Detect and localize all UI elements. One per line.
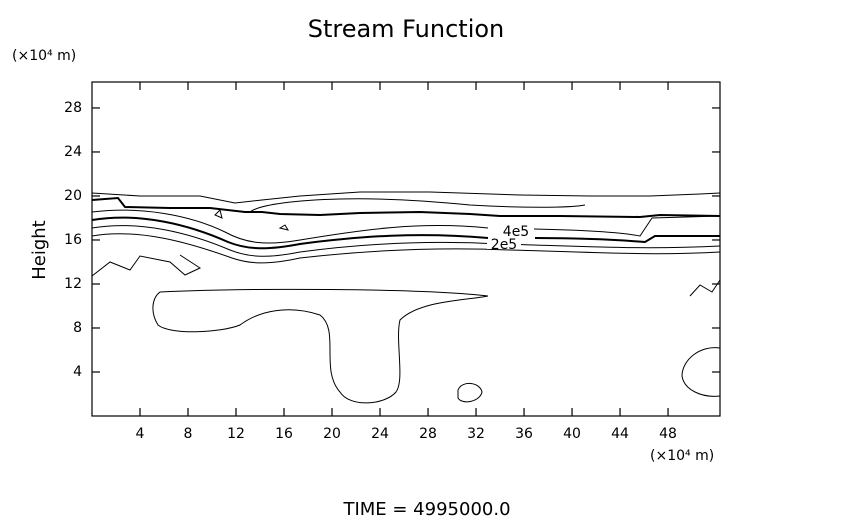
footer: TIME = 4995000.0 — [342, 499, 510, 519]
x-tick-label: 4 — [136, 426, 145, 442]
contour-line — [91, 254, 202, 277]
contour-line — [214, 209, 290, 231]
contour-label: 4e5 — [503, 224, 529, 240]
contour-line — [91, 216, 720, 250]
contour-line — [91, 225, 721, 257]
y-axis-label: Height — [29, 220, 50, 280]
contour-line — [91, 233, 721, 264]
x-tick-label: 44 — [611, 426, 629, 442]
y-unit: (×10⁴ m) — [12, 48, 76, 64]
contour-line — [152, 288, 489, 404]
y-tick-label: 4 — [73, 364, 82, 380]
label-bg — [487, 239, 521, 249]
contour-line — [249, 198, 586, 213]
contour-line — [91, 191, 721, 204]
x-tick-label: 20 — [323, 426, 341, 442]
contours — [91, 191, 721, 404]
x-unit: (×10⁴ m) — [650, 448, 714, 464]
y-tick-label: 20 — [64, 188, 82, 204]
y-tick-label: 16 — [64, 232, 82, 248]
x-tick-label: 40 — [563, 426, 581, 442]
x-tick-label: 48 — [659, 426, 677, 442]
x-tick-label: 8 — [184, 426, 193, 442]
y-tick-label: 8 — [73, 320, 82, 336]
contour-line — [689, 279, 721, 297]
x-tick-label: 28 — [419, 426, 437, 442]
contour-line — [457, 383, 483, 403]
x-tick-label: 24 — [371, 426, 389, 442]
contour-label: 2e5 — [491, 237, 517, 253]
contour-line — [91, 209, 721, 244]
contour-line — [681, 347, 721, 397]
y-tick-label: 24 — [64, 144, 82, 160]
plot-frame — [91, 81, 721, 417]
x-tick-label: 16 — [275, 426, 293, 442]
contour-line — [91, 196, 721, 219]
chart-title: Stream Function — [308, 15, 505, 43]
x-tick-label: 12 — [227, 426, 245, 442]
label-bg — [498, 225, 532, 235]
x-tick-label: 32 — [467, 426, 485, 442]
x-tick-label: 36 — [515, 426, 533, 442]
y-tick-label: 28 — [64, 100, 82, 116]
y-tick-label: 12 — [64, 276, 82, 292]
